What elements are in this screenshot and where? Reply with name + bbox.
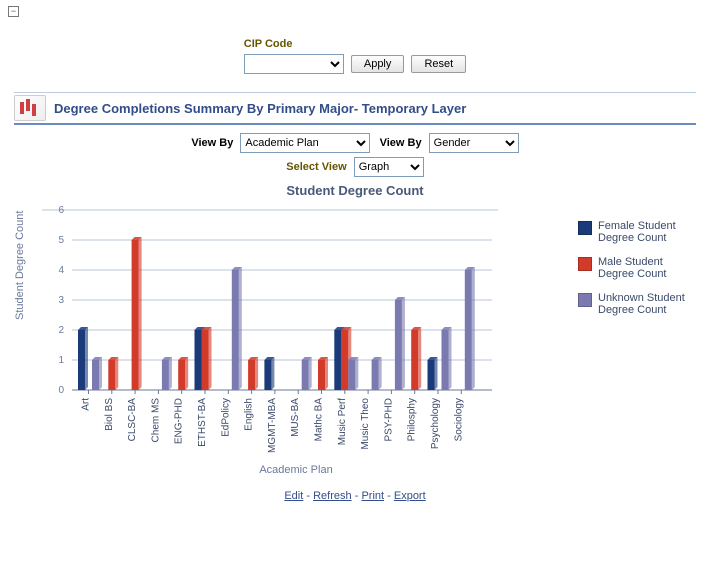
svg-text:English: English: [244, 398, 255, 431]
svg-text:Music Theo: Music Theo: [360, 398, 371, 450]
chart-title: Student Degree Count: [14, 183, 696, 198]
legend-swatch: [578, 221, 592, 235]
svg-text:MUS-BA: MUS-BA: [290, 398, 301, 437]
svg-text:Philosphy: Philosphy: [407, 398, 418, 441]
legend-swatch: [578, 293, 592, 307]
export-link[interactable]: Export: [394, 490, 426, 502]
svg-text:5: 5: [58, 235, 64, 246]
svg-text:ETHST-BA: ETHST-BA: [197, 398, 208, 447]
legend-item: Female Student Degree Count: [578, 220, 688, 244]
svg-text:CLSC-BA: CLSC-BA: [127, 398, 138, 442]
cip-code-select[interactable]: [244, 54, 344, 74]
select-view-label: Select View: [286, 161, 346, 173]
svg-text:Chem MS: Chem MS: [150, 398, 161, 443]
svg-text:3: 3: [58, 295, 64, 306]
footer-links: Edit - Refresh - Print - Export: [14, 490, 696, 502]
edit-link[interactable]: Edit: [284, 490, 303, 502]
svg-text:EdPolicy: EdPolicy: [220, 398, 231, 437]
refresh-link[interactable]: Refresh: [313, 490, 352, 502]
legend: Female Student Degree Count Male Student …: [570, 200, 688, 328]
svg-text:4: 4: [58, 265, 64, 276]
svg-text:Mathc BA: Mathc BA: [314, 398, 325, 442]
svg-text:Biol BS: Biol BS: [104, 398, 115, 431]
viewby-select-2[interactable]: Gender: [429, 133, 519, 153]
svg-text:2: 2: [58, 325, 64, 336]
legend-swatch: [578, 257, 592, 271]
svg-text:0: 0: [58, 385, 64, 396]
print-link[interactable]: Print: [361, 490, 384, 502]
select-view-row: Select View Graph: [14, 157, 696, 177]
svg-text:PSY-PHD: PSY-PHD: [383, 398, 394, 442]
legend-item: Unknown Student Degree Count: [578, 292, 688, 316]
top-controls: CIP Code Apply Reset: [14, 38, 696, 74]
viewby-label-2: View By: [380, 137, 422, 149]
x-axis-label: Academic Plan: [22, 464, 570, 476]
svg-text:1: 1: [58, 355, 64, 366]
sep: -: [387, 490, 394, 502]
legend-label: Unknown Student Degree Count: [598, 292, 688, 316]
svg-text:Psychology: Psychology: [430, 398, 441, 449]
svg-text:ENG-PHD: ENG-PHD: [174, 398, 185, 444]
svg-text:MGMT-MBA: MGMT-MBA: [267, 398, 278, 453]
section-header: Degree Completions Summary By Primary Ma…: [14, 92, 696, 125]
y-axis-label: Student Degree Count: [14, 211, 26, 320]
collapse-toggle[interactable]: −: [8, 6, 19, 17]
viewby-select-1[interactable]: Academic Plan: [240, 133, 370, 153]
cip-code-label: CIP Code: [244, 38, 293, 50]
select-view-select[interactable]: Graph: [354, 157, 424, 177]
svg-text:Sociology: Sociology: [453, 398, 464, 441]
svg-text:Art: Art: [81, 398, 92, 411]
legend-item: Male Student Degree Count: [578, 256, 688, 280]
bar-chart: 0 1 2 3 4 5 6 Art Biol BS CLSC-BA Chem MS ENG-PHD ET…: [22, 200, 502, 460]
svg-text:6: 6: [58, 205, 64, 216]
apply-button[interactable]: Apply: [351, 55, 405, 73]
section-title: Degree Completions Summary By Primary Ma…: [54, 101, 466, 116]
svg-text:Music Perf: Music Perf: [337, 398, 348, 445]
chart-area: Student Degree Count 0123456ArtBiol BSCL…: [22, 200, 570, 476]
reset-button[interactable]: Reset: [411, 55, 466, 73]
legend-label: Male Student Degree Count: [598, 256, 688, 280]
chart-icon: [14, 95, 46, 121]
viewby-label-1: View By: [191, 137, 233, 149]
legend-label: Female Student Degree Count: [598, 220, 688, 244]
viewby-row: View By Academic Plan View By Gender: [14, 133, 696, 153]
